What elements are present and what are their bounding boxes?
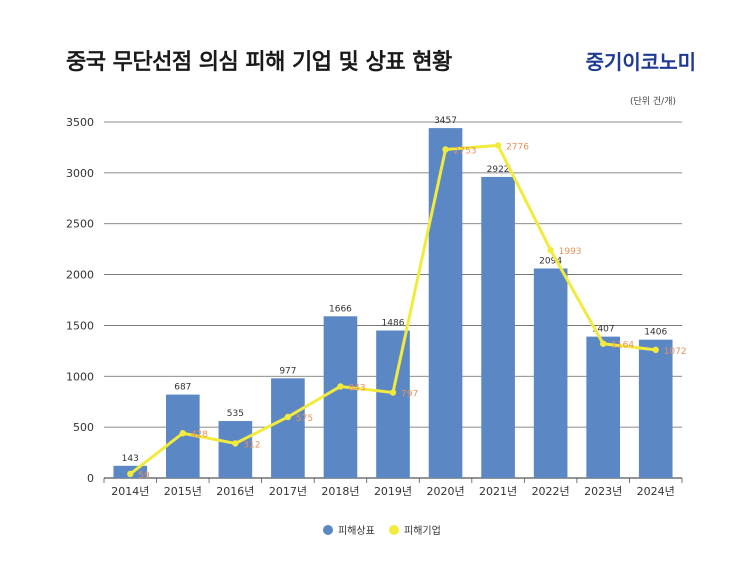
line-point <box>389 389 397 396</box>
line-value-label: 2753 <box>454 146 477 156</box>
bar <box>376 330 410 478</box>
line-point <box>547 246 554 254</box>
y-tick-label: 2500 <box>66 218 94 231</box>
bar-value-label: 2094 <box>539 256 562 266</box>
bar <box>638 339 673 478</box>
bar <box>586 336 620 478</box>
unit-label: (단위 건/개) <box>629 97 676 107</box>
bar <box>533 268 568 478</box>
line-value-label: 312 <box>243 440 260 450</box>
bar <box>481 176 515 478</box>
y-tick-label: 2000 <box>66 269 94 282</box>
x-tick-label: 2015년 <box>164 485 202 498</box>
line-point <box>127 470 134 478</box>
line-value-label: 575 <box>296 414 313 424</box>
bar-value-label: 1407 <box>592 325 615 335</box>
x-tick-label: 2021년 <box>479 485 517 498</box>
x-tick-label: 2017년 <box>269 485 307 498</box>
bar <box>271 378 305 478</box>
x-tick-label: 2019년 <box>374 485 412 498</box>
y-tick-label: 1500 <box>66 319 94 332</box>
line-point <box>494 142 502 149</box>
legend-swatch-line <box>389 525 399 535</box>
y-tick-label: 1000 <box>66 370 94 383</box>
line-value-label: 59 <box>138 471 150 481</box>
line-point <box>599 340 607 347</box>
line-value-label: 2776 <box>506 142 529 152</box>
y-tick-label: 0 <box>87 472 94 485</box>
y-tick-label: 3000 <box>66 167 94 180</box>
bar <box>323 316 358 478</box>
line-value-label: 1072 <box>664 347 687 357</box>
bar-value-label: 977 <box>279 366 296 376</box>
bar-value-label: 1486 <box>382 319 405 329</box>
y-tick-label: 500 <box>73 421 94 434</box>
brand-logo: 중기이코노미 <box>585 50 696 74</box>
line-point <box>337 383 344 390</box>
x-tick-label: 2016년 <box>216 485 254 498</box>
bar-value-label: 2922 <box>487 165 510 175</box>
line-value-label: 1164 <box>611 341 634 351</box>
legend-swatch-bar <box>323 525 333 535</box>
bar-value-label: 687 <box>174 383 191 393</box>
legend-label: 피해기업 <box>404 524 441 537</box>
line-point <box>652 346 659 354</box>
x-tick-label: 2022년 <box>532 485 570 498</box>
x-tick-label: 2023년 <box>584 485 622 498</box>
bar-value-label: 143 <box>122 454 139 464</box>
x-tick-label: 2014년 <box>111 485 149 498</box>
line-value-label: 797 <box>401 390 418 400</box>
x-tick-label: 2024년 <box>637 485 675 498</box>
line-value-label: 843 <box>348 383 365 393</box>
legend-label: 피해상표 <box>338 524 375 537</box>
x-tick-label: 2020년 <box>426 485 464 498</box>
bar-value-label: 535 <box>227 409 244 419</box>
line-point <box>232 440 239 447</box>
line-value-label: 1993 <box>559 247 582 257</box>
line-point <box>179 430 187 437</box>
bar-value-label: 1406 <box>644 328 667 338</box>
bar <box>218 421 253 478</box>
bar-value-label: 3457 <box>434 116 457 126</box>
line-point <box>442 146 449 153</box>
y-tick-label: 3500 <box>66 116 94 129</box>
line-point <box>284 413 292 421</box>
chart-title: 중국 무단선점 의심 피해 기업 및 상표 현황 <box>66 50 452 75</box>
x-tick-label: 2018년 <box>321 485 359 498</box>
bar <box>428 128 463 479</box>
line-value-label: 428 <box>191 430 208 440</box>
bar-value-label: 1666 <box>329 304 352 314</box>
